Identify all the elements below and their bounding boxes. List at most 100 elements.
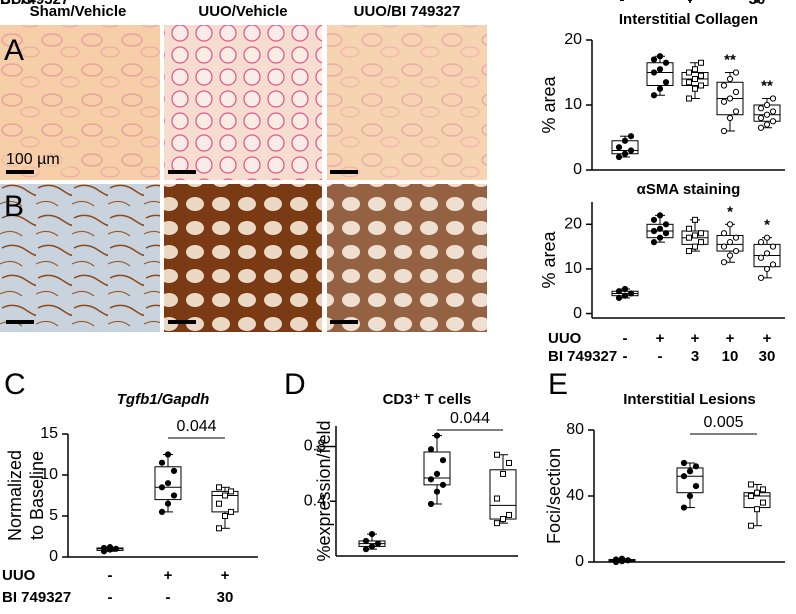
point (763, 111, 771, 118)
point (615, 294, 623, 302)
y-tick-label: 0.4 (304, 492, 326, 509)
p-value: 0.044 (450, 410, 490, 427)
chart-title: Interstitial Lesions (623, 391, 756, 408)
box (211, 490, 239, 513)
point (763, 250, 771, 257)
point (754, 489, 760, 496)
y-tick-label: 5 (49, 507, 58, 524)
row-label: BI 749327 (548, 348, 617, 365)
point (100, 544, 108, 552)
row-value: + (656, 330, 665, 347)
point (763, 101, 771, 109)
panel-letter: A (4, 34, 24, 67)
point (692, 463, 700, 470)
scale-bg (0, 150, 70, 172)
point (686, 468, 694, 475)
point (769, 108, 777, 115)
point (692, 76, 698, 82)
significance: * (764, 217, 770, 234)
scale-label: 100 µm (6, 151, 60, 168)
panel-letter: D (284, 368, 306, 401)
row-value: - (108, 567, 113, 584)
point (769, 261, 777, 268)
chart-title: Interstitial Collagen (619, 11, 758, 28)
point (439, 481, 447, 488)
point (754, 506, 760, 513)
point (494, 451, 500, 458)
point (494, 495, 500, 502)
point (618, 555, 626, 562)
y-axis-label: % area (539, 231, 559, 289)
point (763, 265, 771, 273)
point (662, 230, 670, 237)
point (686, 234, 692, 241)
point (170, 492, 178, 499)
point (680, 504, 688, 511)
micrograph (164, 25, 322, 180)
point (362, 546, 370, 553)
y-tick-label: 10 (564, 96, 582, 113)
image-header: UUO/BI 749327 (354, 3, 461, 20)
point (650, 69, 658, 76)
point (615, 288, 623, 295)
y-tick-label: 20 (564, 216, 582, 233)
point (748, 481, 754, 488)
point (726, 221, 734, 228)
row-label: UUO (2, 567, 36, 584)
point (500, 470, 506, 477)
point (506, 459, 512, 466)
row-value: 30 (749, 0, 766, 8)
y-axis-label: Foci/section (544, 448, 564, 544)
row-value: 10 (722, 348, 739, 365)
point (686, 492, 694, 500)
point (433, 488, 441, 495)
y-axis-label: to Baseline (27, 451, 47, 540)
point (158, 459, 166, 466)
point (769, 118, 777, 125)
point (627, 133, 635, 140)
point (757, 274, 765, 281)
point (769, 243, 777, 250)
point (698, 82, 704, 89)
point (362, 537, 370, 545)
point (692, 85, 698, 92)
point (650, 227, 658, 235)
point (656, 53, 664, 60)
point (621, 292, 629, 299)
point (732, 69, 740, 76)
point (757, 239, 765, 246)
point (650, 92, 658, 99)
point (106, 544, 114, 551)
y-tick-label: 10 (40, 466, 58, 483)
point (374, 540, 382, 547)
row-value: - (623, 348, 628, 365)
point (656, 85, 664, 92)
point (760, 486, 766, 493)
significance: * (727, 203, 733, 220)
y-axis-label: Normalized (5, 450, 25, 541)
y-tick-label: 10 (564, 260, 582, 277)
row-value: + (763, 330, 772, 347)
point (698, 239, 704, 246)
point (222, 492, 228, 499)
point (726, 252, 734, 259)
row-value: - (658, 348, 663, 365)
point (216, 484, 222, 491)
row-value: + (221, 567, 230, 584)
point (656, 66, 664, 73)
row-value: 30 (759, 348, 776, 365)
micrograph (327, 184, 487, 332)
point (686, 69, 692, 76)
point (216, 500, 222, 507)
chart-title: CD3⁺ T cells (383, 391, 472, 408)
point (427, 446, 435, 453)
point (662, 79, 670, 86)
y-tick-label: 40 (566, 487, 584, 504)
y-axis-label: % area (539, 76, 559, 134)
row-value: 30 (217, 589, 234, 606)
point (222, 513, 228, 519)
point (439, 457, 447, 464)
point (621, 137, 629, 144)
point (650, 216, 658, 223)
